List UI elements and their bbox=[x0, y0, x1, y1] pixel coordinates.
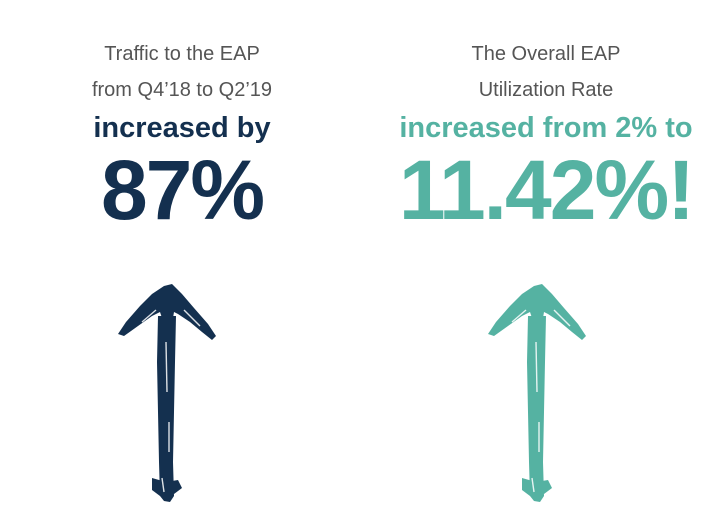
up-arrow-icon bbox=[488, 284, 586, 502]
traffic-stat-panel: Traffic to the EAP from Q4’18 to Q2’19 i… bbox=[0, 36, 364, 502]
traffic-caption-line1: Traffic to the EAP bbox=[104, 43, 260, 65]
traffic-caption-line2: from Q4’18 to Q2’19 bbox=[91, 79, 273, 101]
utilization-caption-line2: Utilization Rate bbox=[478, 79, 614, 101]
up-arrow-icon bbox=[118, 284, 216, 502]
utilization-lead-text: increased from 2% to bbox=[399, 112, 693, 144]
utilization-caption: The Overall EAP Utilization Rate bbox=[364, 36, 728, 108]
utilization-stat-panel: The Overall EAP Utilization Rate increas… bbox=[364, 0, 728, 522]
traffic-percentage: 87% bbox=[100, 143, 265, 237]
traffic-lead-text: increased by bbox=[93, 112, 271, 144]
traffic-caption: Traffic to the EAP from Q4’18 to Q2’19 bbox=[0, 36, 364, 108]
utilization-caption-line1: The Overall EAP bbox=[471, 43, 621, 65]
utilization-percentage: 11.42%! bbox=[398, 143, 695, 237]
